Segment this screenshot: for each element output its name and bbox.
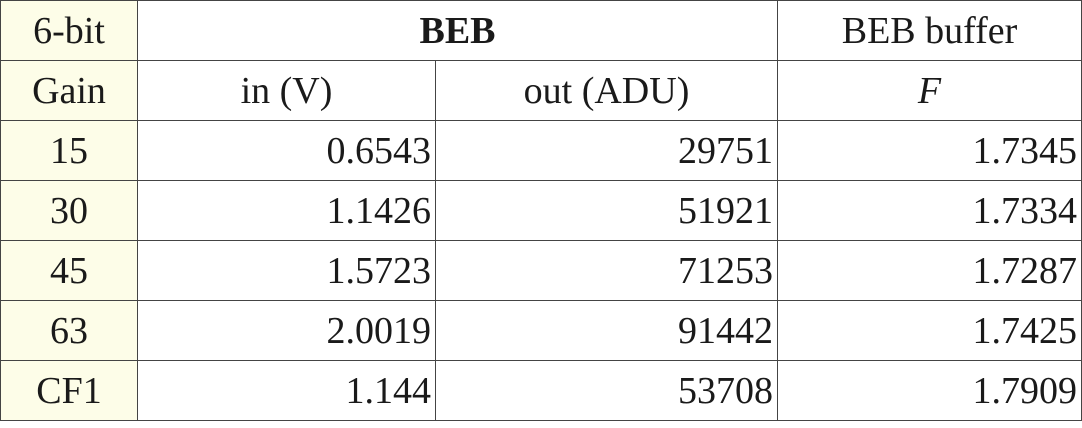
cell-out: 71253 (434, 240, 779, 301)
cell-out: 51921 (434, 180, 779, 241)
cell-f: 1.7909 (777, 360, 1082, 421)
table-row: 15 0.6543 29751 1.7345 (0, 120, 1082, 181)
cell-gain: 30 (0, 180, 138, 241)
cell-out: 53708 (434, 360, 779, 421)
table-row: 63 2.0019 91442 1.7425 (0, 300, 1082, 361)
cell-out: 91442 (434, 300, 779, 361)
table-row: CF1 1.144 53708 1.7909 (0, 360, 1082, 421)
cell-gain: CF1 (0, 360, 138, 421)
cell-f: 1.7334 (777, 180, 1082, 241)
header-beb-buffer: BEB buffer (777, 0, 1082, 61)
cell-in: 1.1426 (137, 180, 436, 241)
header-f: F (777, 60, 1082, 121)
cell-in: 1.5723 (137, 240, 436, 301)
table-row: 30 1.1426 51921 1.7334 (0, 180, 1082, 241)
cell-f: 1.7287 (777, 240, 1082, 301)
header-in: in (V) (137, 60, 436, 121)
header-row-1: 6-bit BEB BEB buffer (0, 0, 1082, 61)
cell-gain: 45 (0, 240, 138, 301)
cell-in: 0.6543 (137, 120, 436, 181)
cell-in: 1.144 (137, 360, 436, 421)
cell-f: 1.7425 (777, 300, 1082, 361)
header-out: out (ADU) (434, 60, 779, 121)
cell-in: 2.0019 (137, 300, 436, 361)
cell-gain: 63 (0, 300, 138, 361)
cell-f: 1.7345 (777, 120, 1082, 181)
table-row: 45 1.5723 71253 1.7287 (0, 240, 1082, 301)
header-row-2: Gain in (V) out (ADU) F (0, 60, 1082, 121)
header-6bit: 6-bit (0, 0, 138, 61)
cell-gain: 15 (0, 120, 138, 181)
header-beb: BEB (136, 0, 779, 61)
header-gain: Gain (0, 60, 138, 121)
cell-out: 29751 (434, 120, 779, 181)
